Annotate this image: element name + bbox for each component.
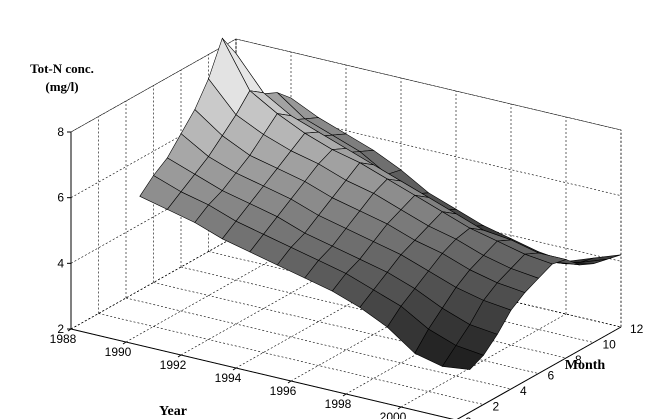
x-tick-label: 1992	[160, 358, 187, 372]
floor-gridline-y	[125, 297, 512, 390]
x-tick-label: 1990	[105, 345, 132, 359]
chart-axes	[70, 132, 622, 419]
x-tick-label: 2000	[380, 410, 407, 419]
y-tick-label: 0	[465, 415, 472, 419]
y-tick-label: 8	[575, 353, 582, 367]
axis-line	[456, 326, 622, 419]
z-tick-label: 6	[57, 191, 64, 205]
z-tick-label: 4	[57, 256, 64, 270]
x-tick-label: 1988	[50, 332, 77, 346]
y-axis-label: Month	[565, 358, 606, 373]
x-tick-label: 1998	[325, 397, 352, 411]
z-tick-label: 2	[57, 322, 64, 336]
floor-gridline-y	[98, 313, 484, 405]
x-tick-label: 1996	[270, 384, 297, 398]
surface-plot	[139, 37, 622, 370]
backwall-gridline-z	[235, 38, 622, 131]
x-tick-label: 1994	[215, 371, 242, 385]
tick-labels: 1988199019921994199619982000200202468101…	[50, 125, 644, 419]
y-tick-label: 2	[493, 400, 500, 414]
floor-gridline-x	[400, 313, 567, 408]
zlabel-line1: Tot-N conc.	[30, 61, 94, 76]
x-tick-mark	[287, 380, 292, 384]
x-tick-mark	[122, 341, 127, 345]
x-axis-label: Year	[159, 404, 187, 419]
zlabel-line2: (mg/l)	[45, 79, 78, 94]
x-tick-mark	[232, 367, 237, 371]
z-tick-label: 8	[57, 125, 64, 139]
y-tick-label: 12	[630, 322, 644, 336]
y-tick-label: 4	[520, 384, 527, 398]
axis-line	[70, 328, 454, 419]
x-tick-mark	[342, 393, 347, 397]
surface-patch	[441, 345, 485, 370]
x-tick-mark	[177, 354, 182, 358]
y-tick-label: 6	[548, 369, 555, 383]
y-tick-label: 10	[603, 338, 617, 352]
x-tick-mark	[397, 406, 402, 410]
